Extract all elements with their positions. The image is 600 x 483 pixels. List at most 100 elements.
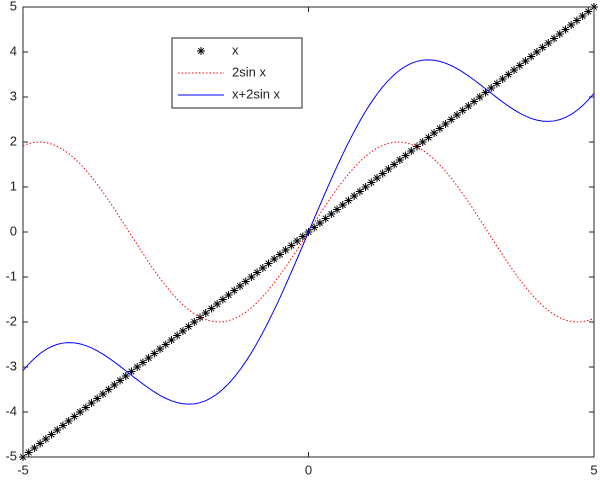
marker <box>64 417 73 425</box>
x-tick-label: 5 <box>590 462 597 477</box>
marker <box>315 219 324 227</box>
marker <box>487 84 496 92</box>
marker <box>395 156 404 164</box>
marker <box>150 349 159 358</box>
marker <box>207 304 216 313</box>
marker <box>24 448 33 457</box>
marker <box>270 255 279 263</box>
marker <box>584 7 593 16</box>
marker <box>76 408 85 416</box>
marker <box>281 246 290 254</box>
y-tick-label: 0 <box>10 223 17 238</box>
marker <box>492 79 501 88</box>
marker <box>532 48 541 56</box>
marker <box>293 237 302 245</box>
marker <box>430 129 439 137</box>
marker <box>287 241 296 250</box>
marker <box>481 88 490 97</box>
y-tick-label: -4 <box>5 403 17 418</box>
marker <box>550 34 559 43</box>
marker <box>538 43 547 52</box>
marker <box>47 430 56 439</box>
marker <box>133 363 142 371</box>
marker <box>298 232 307 241</box>
y-tick-label: 2 <box>10 133 17 148</box>
legend: x 2sin x x+2sin x <box>171 37 303 109</box>
marker <box>127 367 136 376</box>
marker <box>58 421 67 430</box>
marker <box>218 295 227 304</box>
marker <box>504 70 513 79</box>
marker <box>184 322 193 331</box>
marker <box>470 97 479 106</box>
marker <box>384 165 393 173</box>
y-tick-label: -1 <box>5 268 17 283</box>
marker <box>333 205 342 214</box>
marker <box>104 385 113 394</box>
marker <box>36 439 45 448</box>
marker <box>567 21 576 29</box>
legend-swatch <box>197 47 205 55</box>
marker <box>93 394 102 403</box>
y-tick-label: -5 <box>5 448 17 463</box>
marker <box>407 147 416 155</box>
marker <box>435 124 444 133</box>
marker <box>144 354 153 362</box>
marker <box>555 30 564 38</box>
marker <box>327 210 336 218</box>
marker <box>224 291 233 299</box>
marker <box>98 390 107 398</box>
marker <box>41 435 50 443</box>
legend-label: x <box>232 42 239 57</box>
y-tick-label: 4 <box>10 43 17 58</box>
marker <box>121 372 130 380</box>
marker <box>401 151 410 160</box>
marker <box>167 336 176 344</box>
marker <box>378 169 387 178</box>
marker <box>527 52 536 61</box>
marker <box>464 102 473 110</box>
marker <box>201 309 210 317</box>
y-tick-label: -3 <box>5 358 17 373</box>
marker <box>424 133 433 142</box>
marker <box>515 61 524 70</box>
y-tick-label: 1 <box>10 178 17 193</box>
marker <box>235 282 244 290</box>
marker <box>247 273 256 281</box>
marker <box>178 327 187 335</box>
marker <box>275 250 284 259</box>
marker <box>253 268 262 277</box>
marker <box>361 183 370 191</box>
marker <box>161 340 170 349</box>
x-tick-label: -5 <box>17 462 29 477</box>
marker <box>87 399 96 407</box>
marker <box>572 16 581 25</box>
marker <box>452 111 461 119</box>
legend-label: x+2sin x <box>232 86 281 101</box>
marker <box>338 201 347 209</box>
marker <box>412 142 421 151</box>
marker <box>116 376 125 385</box>
marker <box>418 138 427 146</box>
marker <box>355 187 364 196</box>
marker <box>561 25 570 34</box>
marker <box>578 12 587 20</box>
marker <box>521 57 530 65</box>
marker <box>258 264 267 272</box>
marker <box>241 277 250 286</box>
marker <box>213 300 222 308</box>
marker <box>190 318 199 326</box>
marker <box>390 160 399 169</box>
y-tick-label: -2 <box>5 313 17 328</box>
marker <box>498 75 507 83</box>
marker <box>373 174 382 182</box>
marker <box>344 196 353 205</box>
marker <box>156 345 165 353</box>
marker <box>138 358 147 367</box>
marker <box>475 93 484 101</box>
legend-label: 2sin x <box>232 64 266 79</box>
marker <box>367 178 376 187</box>
marker <box>110 381 119 389</box>
